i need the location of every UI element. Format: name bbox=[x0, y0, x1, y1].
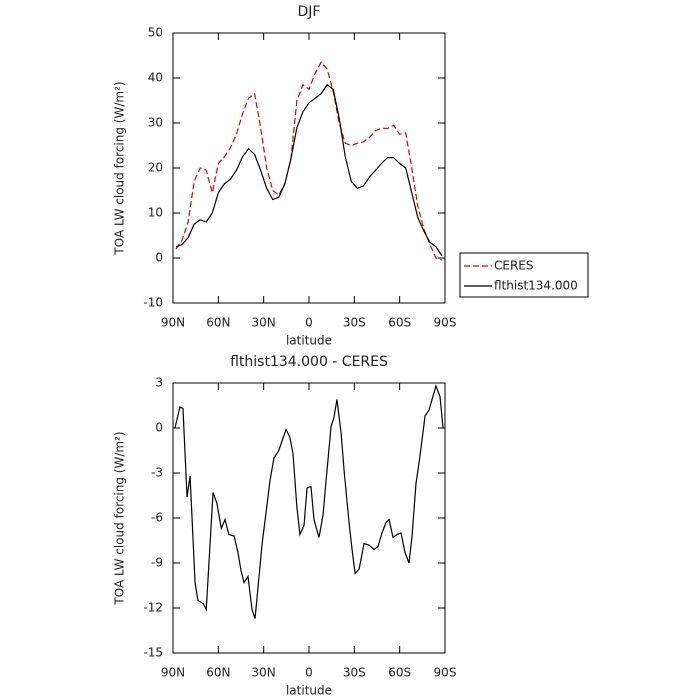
data-line bbox=[175, 61, 443, 261]
y-tick-label: 0 bbox=[155, 421, 163, 435]
y-tick-label: 10 bbox=[148, 206, 163, 220]
x-tick-label: 90S bbox=[434, 666, 457, 680]
x-tick-label: 90S bbox=[434, 316, 457, 330]
legend-label: CERES bbox=[494, 259, 534, 273]
y-tick-label: -6 bbox=[151, 511, 163, 525]
x-tick-label: 30N bbox=[252, 316, 276, 330]
y-tick-label: -15 bbox=[143, 646, 163, 660]
x-axis-label: latitude bbox=[286, 334, 332, 348]
x-tick-label: 60N bbox=[206, 666, 230, 680]
y-tick-label: -12 bbox=[143, 601, 163, 615]
y-axis-label: TOA LW cloud forcing (W/m²) bbox=[113, 81, 127, 255]
y-tick-label: -10 bbox=[143, 296, 163, 310]
x-tick-label: 60N bbox=[206, 316, 230, 330]
data-line bbox=[174, 384, 444, 619]
y-tick-label: 3 bbox=[155, 376, 163, 390]
y-tick-label: 50 bbox=[148, 26, 163, 40]
legend-label: flthist134.000 bbox=[494, 279, 578, 293]
y-tick-label: 30 bbox=[148, 116, 163, 130]
x-tick-label: 90N bbox=[161, 666, 185, 680]
plot-frame bbox=[172, 382, 446, 654]
x-tick-label: 0 bbox=[305, 316, 313, 330]
x-tick-label: 60S bbox=[388, 666, 411, 680]
chart-title: DJF bbox=[298, 4, 321, 20]
x-tick-label: 30S bbox=[343, 666, 366, 680]
y-tick-label: 0 bbox=[155, 251, 163, 265]
x-axis-label: latitude bbox=[286, 684, 332, 698]
y-tick-label: -9 bbox=[151, 556, 163, 570]
x-tick-label: 0 bbox=[305, 666, 313, 680]
legend-box bbox=[459, 252, 589, 298]
chart-title: flthist134.000 - CERES bbox=[230, 354, 388, 370]
y-axis-label: TOA LW cloud forcing (W/m²) bbox=[113, 431, 127, 605]
plot-frame bbox=[172, 32, 446, 304]
x-tick-label: 90N bbox=[161, 316, 185, 330]
y-tick-label: -3 bbox=[151, 466, 163, 480]
y-tick-label: 40 bbox=[148, 71, 163, 85]
x-tick-label: 60S bbox=[388, 316, 411, 330]
y-tick-label: 20 bbox=[148, 161, 163, 175]
x-tick-label: 30S bbox=[343, 316, 366, 330]
x-tick-label: 30N bbox=[252, 666, 276, 680]
data-line bbox=[175, 83, 443, 257]
